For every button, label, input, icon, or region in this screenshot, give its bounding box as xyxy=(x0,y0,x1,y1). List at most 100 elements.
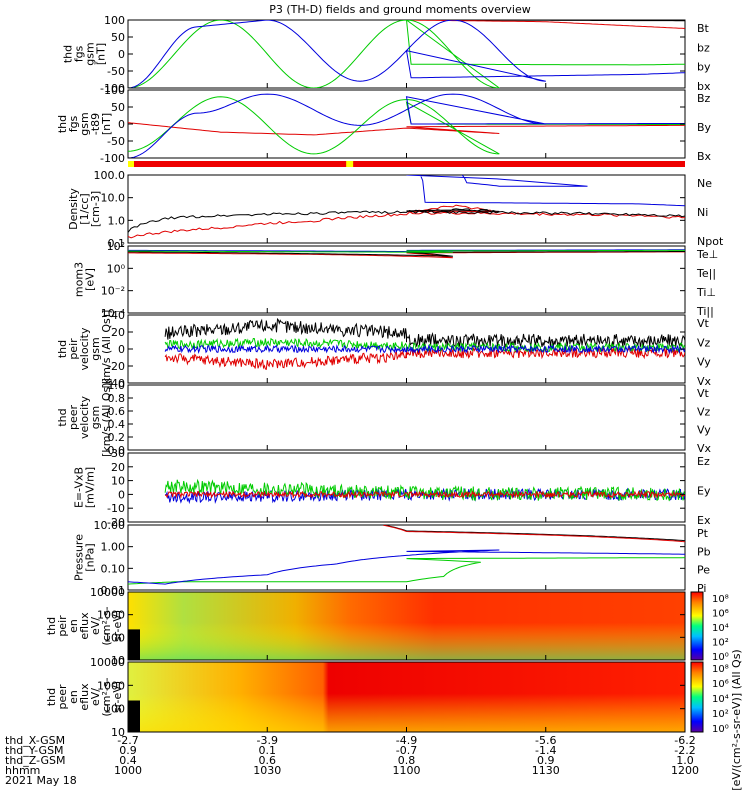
ytick-label: 1000 xyxy=(97,679,125,692)
ytick-label: 10⁻⁴ xyxy=(101,307,126,320)
status-bar-marker xyxy=(346,161,354,167)
ytick-label: 0 xyxy=(118,118,125,131)
ylabel-peer_eflux: sr-eV) xyxy=(111,681,124,713)
ylabel-peir_eflux: eflux xyxy=(78,612,91,640)
ytick-label: 10.00 xyxy=(94,519,126,532)
ylabel-temperature: [eV] xyxy=(84,268,97,291)
footer-value: -4.9 xyxy=(396,734,417,747)
series-temperature-Te|| xyxy=(128,251,685,257)
ylabel-temperature: mom3 xyxy=(73,262,86,297)
legend-fgs_gsm_t89-Bz: Bz xyxy=(697,92,711,105)
ylabel-fgs_gsm_t89: -t89 xyxy=(89,113,102,135)
ytick-label: 0.8 xyxy=(108,392,126,405)
colorbar-label: [eV/(cm²-s-sr-eV)] (All Qs) xyxy=(730,649,743,790)
ytick-label: 10⁰ xyxy=(107,262,126,275)
series-pressure-Pe xyxy=(128,557,685,585)
ytick-label: 50 xyxy=(111,101,125,114)
legend-density-Ni: Ni xyxy=(697,206,708,219)
ylabel-peer_eflux: thd xyxy=(45,688,58,706)
legend-fgs_gsm-bx: bx xyxy=(697,80,711,93)
footer-value: 0.9 xyxy=(537,754,555,767)
ylabel-fgs_gsm: thd xyxy=(62,45,75,63)
footer-label: thd_X-GSM xyxy=(5,734,65,747)
ytick-label: 1.0 xyxy=(108,379,126,392)
ytick-label: 100 xyxy=(104,84,125,97)
colorbar-tick: 10⁶ xyxy=(712,609,729,620)
legend-peer_velocity-Vz: Vz xyxy=(697,405,711,418)
ytick-label: 0.01 xyxy=(101,584,126,597)
colorbar-tick: 10⁶ xyxy=(712,679,729,690)
footer-value: -1.4 xyxy=(535,744,556,757)
legend-temperature-Te||: Te|| xyxy=(696,267,716,280)
ylabel-efield: E=-VxB xyxy=(73,467,86,508)
ytick-label: -40 xyxy=(107,377,125,390)
ytick-label: 40 xyxy=(111,309,125,322)
ytick-label: 10.0 xyxy=(101,192,126,205)
panel-peer_velocity: 1.00.80.60.40.20.0 thdpeervelocitygsm[km/… xyxy=(56,378,712,457)
legend-temperature-Te⊥: Te⊥ xyxy=(696,248,718,261)
ytick-label: 0.10 xyxy=(101,562,126,575)
ylabel-density: [1/cc] xyxy=(78,193,91,224)
footer-value: -3.9 xyxy=(257,734,278,747)
series-fgs_gsm-bx xyxy=(128,20,685,88)
legend-fgs_gsm_t89-Bx: Bx xyxy=(697,150,712,163)
ytick-label: 10000 xyxy=(90,656,125,669)
ytick-label: -20 xyxy=(107,516,125,529)
ytick-label: 10 xyxy=(111,475,125,488)
ylabel-fgs_gsm_t89: gsm xyxy=(78,112,91,135)
ytick-label: 100.0 xyxy=(94,169,126,182)
series-pressure-Pi xyxy=(128,549,685,585)
footer-date: 2021 May 18 xyxy=(5,774,77,787)
series-temperature-Ti|| xyxy=(128,249,685,253)
footer: thd_X-GSM -2.7 -3.9 -4.9 -5.6 -6.2 thd_Y-GSM 0.… xyxy=(5,83,699,787)
ytick-label: 0 xyxy=(118,343,125,356)
ytick-label: 10 xyxy=(111,726,125,739)
legend-fgs_gsm-Bt: Bt xyxy=(697,22,710,35)
status-bar xyxy=(128,161,685,167)
ylabel-density: [cm-3] xyxy=(89,191,102,227)
ylabel-peir_velocity: peir xyxy=(67,338,80,360)
ylabel-fgs_gsm_t89: thd xyxy=(56,115,69,133)
series-density-Npot xyxy=(406,175,685,207)
series-peir_velocity-Vx xyxy=(164,343,685,355)
ylabel-peer_velocity: velocity xyxy=(78,396,91,439)
ylabel-pressure: Pressure xyxy=(73,534,86,581)
ylabel-fgs_gsm: [nT] xyxy=(95,43,108,65)
colorbar-peir_eflux xyxy=(690,591,704,661)
legend-peer_velocity-Vx: Vx xyxy=(697,442,712,455)
series-fgs_gsm-bz xyxy=(406,20,685,29)
ytick-label: 0 xyxy=(118,488,125,501)
status-bar-marker xyxy=(128,161,134,167)
colorbar-tick: 10⁸ xyxy=(712,664,729,675)
footer-value: 0.6 xyxy=(259,754,277,767)
heatmap-lowband-peir_eflux xyxy=(128,622,685,660)
panel-temperature: 10² 10⁰ 10⁻² 10⁻⁴ mom3[eV] Te⊥ Te|| Ti⊥ Ti|| xyxy=(73,240,719,320)
footer-value: 0.8 xyxy=(398,754,416,767)
footer-value: 1000 xyxy=(114,764,142,777)
colorbar-tick: 10⁸ xyxy=(712,594,729,605)
colorbar-tick: 10⁰ xyxy=(712,724,729,735)
legend-pressure-Pt: Pt xyxy=(697,527,709,540)
footer-label: hhmm xyxy=(5,764,40,777)
axes-fgs_gsm xyxy=(127,19,686,89)
series-peir_velocity-Vz xyxy=(164,346,685,370)
footer-value: -0.7 xyxy=(396,744,417,757)
series-peir_velocity-Vt xyxy=(164,317,685,349)
ytick-label: 50 xyxy=(111,31,125,44)
footer-value: 1.0 xyxy=(676,754,694,767)
ytick-label: 10 xyxy=(111,654,125,667)
series-efield-Ez xyxy=(164,489,685,499)
ylabel-peir_eflux: peir xyxy=(56,615,69,637)
ytick-label: 10⁻² xyxy=(101,285,125,298)
ytick-label: 10000 xyxy=(90,586,125,599)
ylabel-peir_eflux: thd xyxy=(45,617,58,635)
legend-fgs_gsm_t89-By: By xyxy=(697,121,712,134)
status-bar-red xyxy=(128,161,685,167)
ylabel-peer_eflux: peer xyxy=(56,684,69,710)
ytick-label: -10 xyxy=(107,502,125,515)
footer-value: 1100 xyxy=(393,764,421,777)
footer-value: 1130 xyxy=(532,764,560,777)
